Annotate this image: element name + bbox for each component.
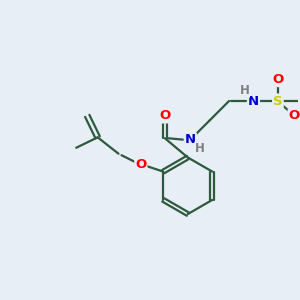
Text: N: N (185, 133, 196, 146)
Text: O: O (135, 158, 146, 171)
Text: O: O (159, 110, 171, 122)
Text: H: H (195, 142, 205, 155)
Text: S: S (273, 94, 283, 107)
Text: O: O (272, 73, 284, 86)
Text: N: N (248, 94, 259, 107)
Text: H: H (240, 84, 249, 97)
Text: O: O (289, 110, 300, 122)
